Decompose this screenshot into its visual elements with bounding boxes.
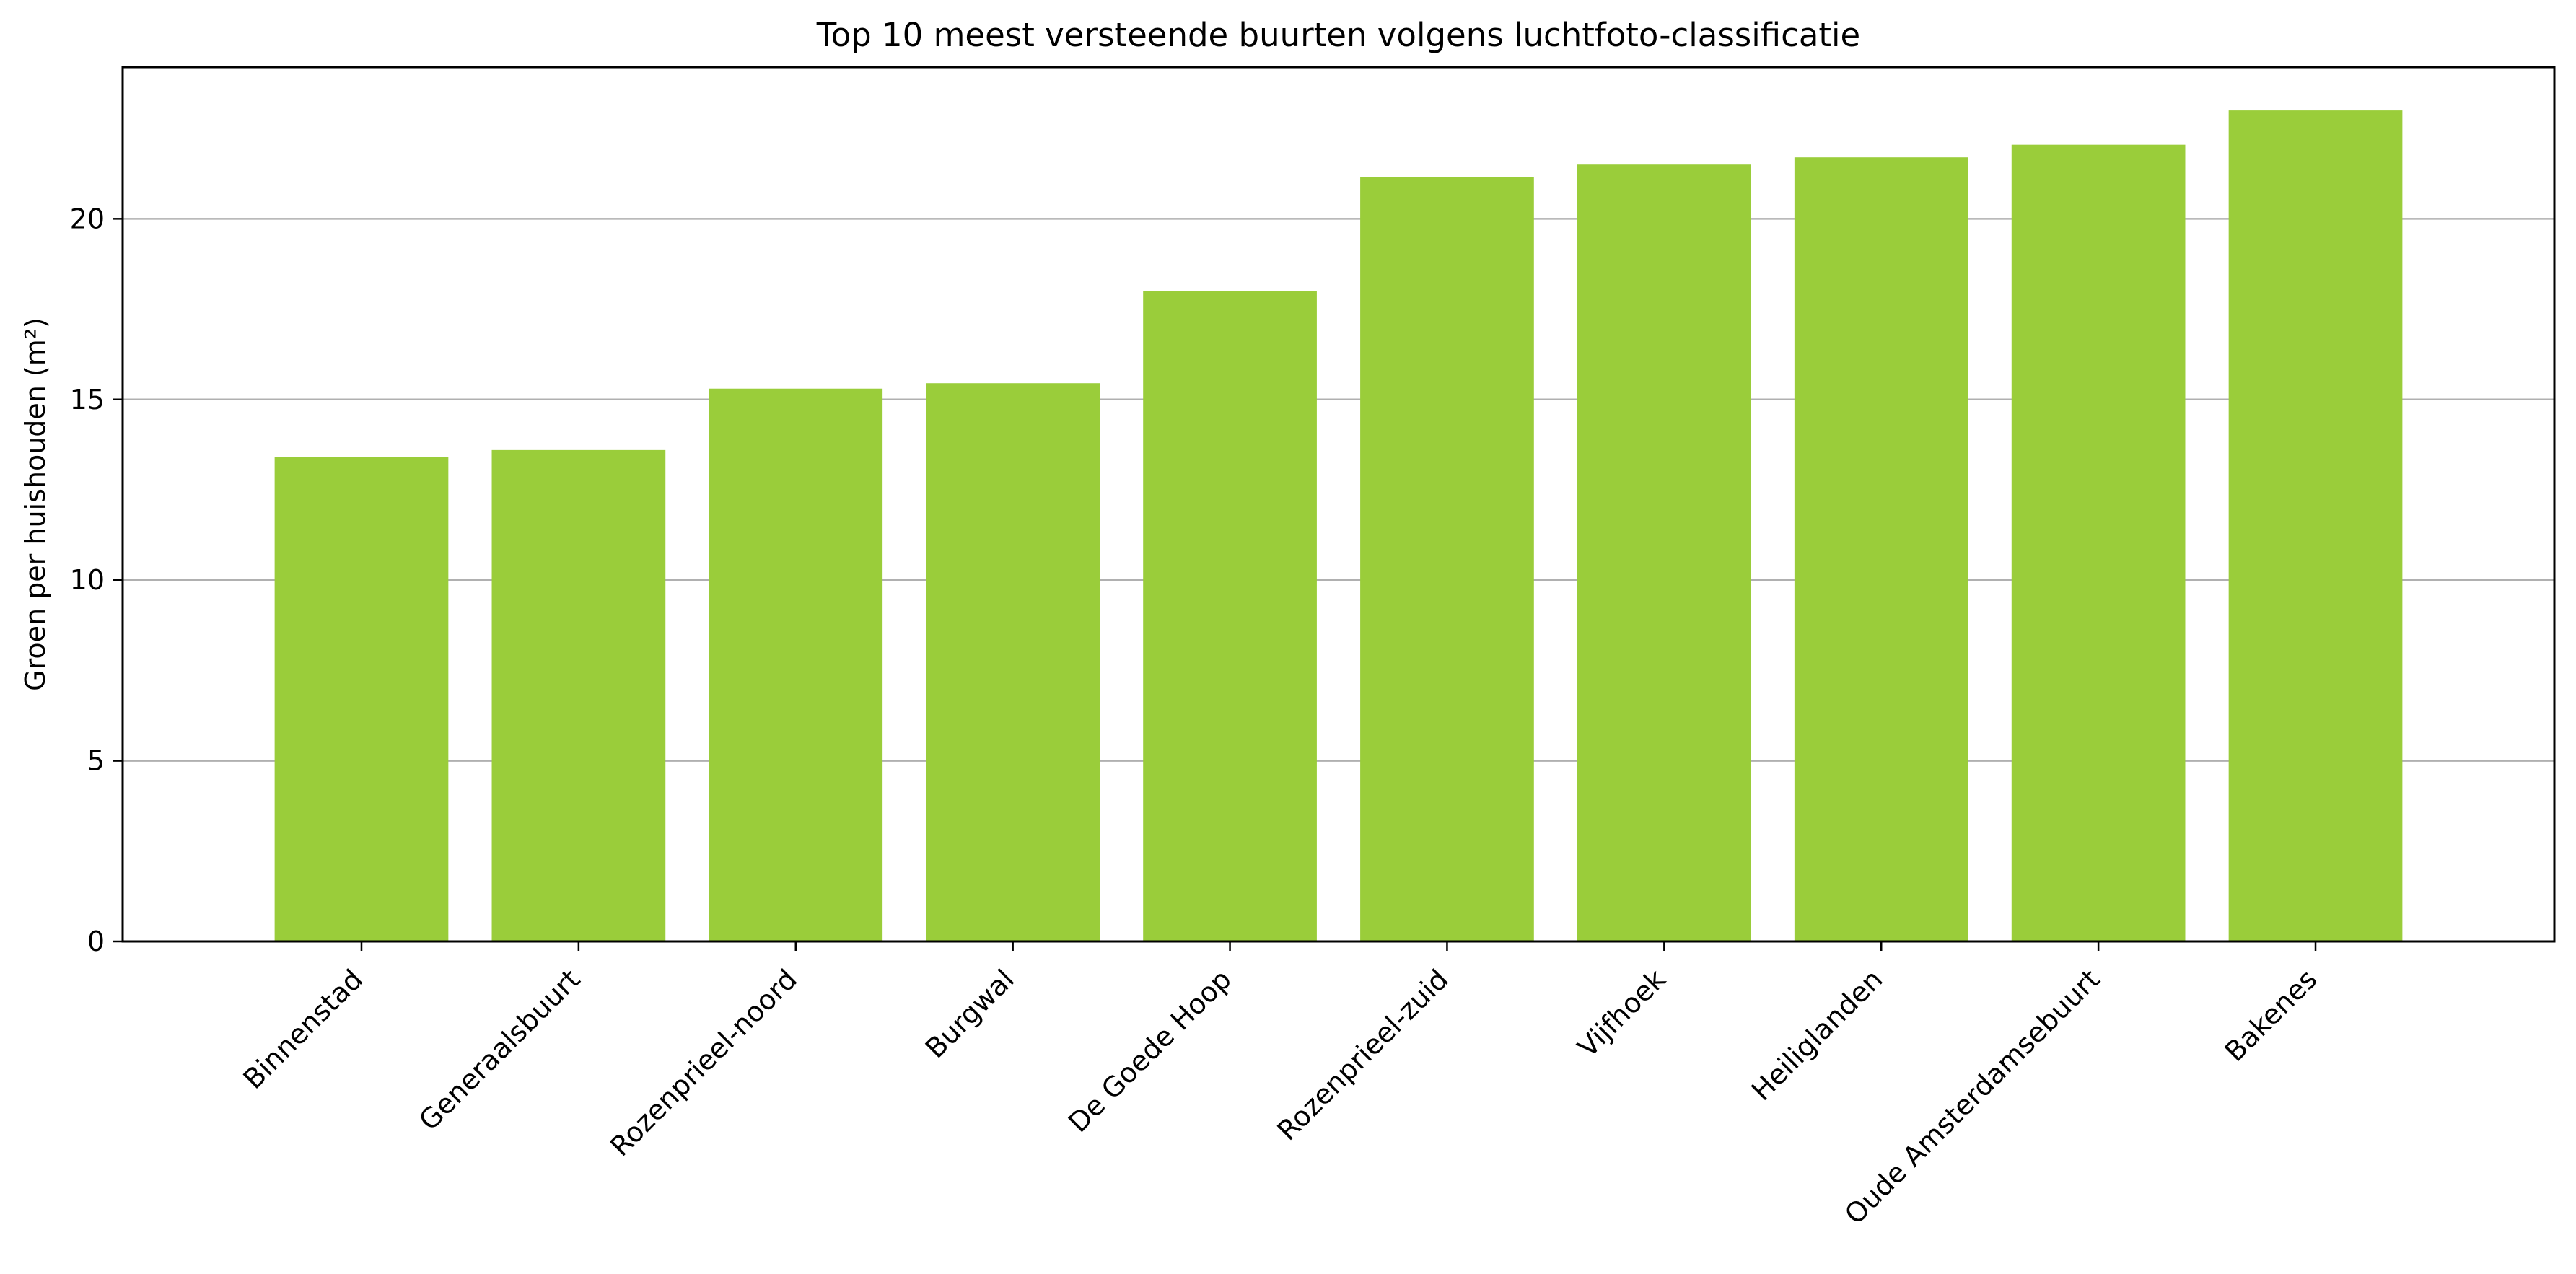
chart-title: Top 10 meest versteende buurten volgens … <box>816 16 1860 54</box>
plot-frame <box>121 66 2556 943</box>
bar <box>491 449 666 941</box>
bar <box>1577 164 1751 941</box>
bar <box>2011 144 2186 941</box>
bar <box>1143 291 1317 941</box>
y-tick-label: 15 <box>70 384 105 416</box>
bar <box>709 388 883 941</box>
bar <box>926 383 1100 941</box>
y-tick-label: 20 <box>70 203 105 234</box>
bar <box>1360 177 1534 941</box>
bar <box>1794 157 1968 942</box>
y-axis-ticks: 0 5 10 15 20 <box>70 203 123 957</box>
y-tick-label: 10 <box>70 564 105 596</box>
bar <box>2228 110 2403 942</box>
y-axis-label: Groen per huishouden (m²) <box>19 317 51 691</box>
y-tick-label: 0 <box>87 926 105 957</box>
bars <box>274 110 2403 942</box>
bar <box>274 457 449 941</box>
y-tick-label: 5 <box>87 745 105 777</box>
